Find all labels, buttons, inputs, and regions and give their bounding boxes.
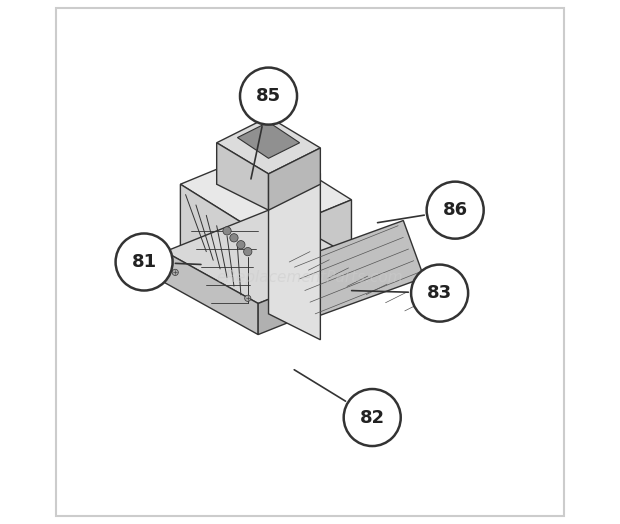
Polygon shape bbox=[258, 262, 362, 335]
Circle shape bbox=[245, 295, 251, 301]
Circle shape bbox=[172, 269, 179, 276]
Polygon shape bbox=[180, 148, 352, 236]
Circle shape bbox=[240, 68, 297, 125]
Polygon shape bbox=[180, 184, 264, 324]
Polygon shape bbox=[268, 148, 321, 210]
Circle shape bbox=[427, 182, 484, 238]
Polygon shape bbox=[216, 117, 321, 174]
Text: 82: 82 bbox=[360, 409, 385, 427]
Circle shape bbox=[411, 265, 468, 322]
Polygon shape bbox=[165, 210, 362, 303]
Text: 81: 81 bbox=[131, 253, 157, 271]
Polygon shape bbox=[290, 221, 424, 319]
Circle shape bbox=[223, 227, 231, 235]
Circle shape bbox=[237, 241, 245, 249]
Text: 85: 85 bbox=[256, 87, 281, 105]
Polygon shape bbox=[165, 252, 258, 335]
Circle shape bbox=[115, 234, 172, 290]
Circle shape bbox=[230, 234, 238, 242]
Text: 86: 86 bbox=[443, 201, 467, 219]
Polygon shape bbox=[237, 122, 299, 158]
Circle shape bbox=[244, 247, 252, 256]
Text: eReplacementParts.com: eReplacementParts.com bbox=[216, 270, 404, 285]
Circle shape bbox=[343, 389, 401, 446]
Polygon shape bbox=[268, 148, 321, 340]
Text: 83: 83 bbox=[427, 284, 452, 302]
Polygon shape bbox=[264, 200, 352, 324]
Polygon shape bbox=[216, 143, 268, 210]
